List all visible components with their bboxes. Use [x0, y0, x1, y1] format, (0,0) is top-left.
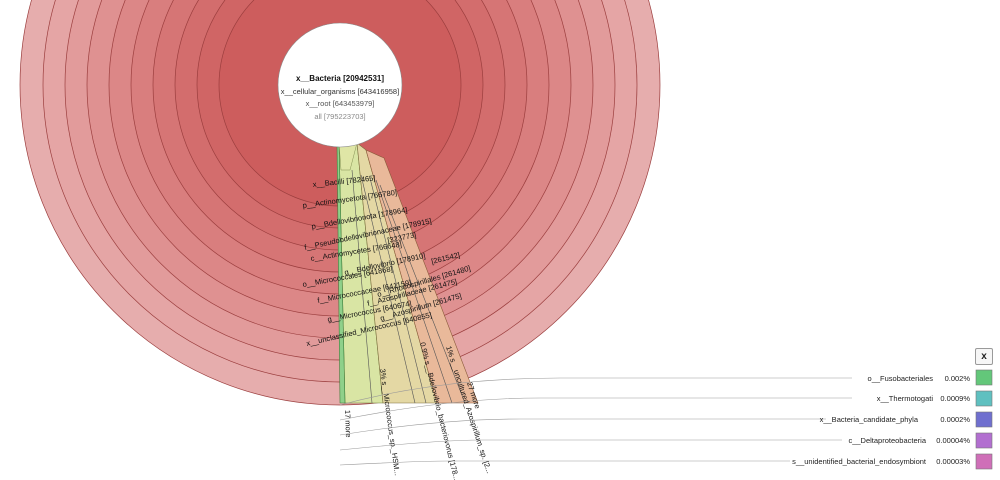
- spoke-line: [351, 169, 373, 404]
- center-line-cellular: x__cellular_organisms [643416958]: [281, 87, 399, 96]
- wedge-spokes: [351, 169, 466, 404]
- legend-swatch: [975, 390, 993, 407]
- legend-pct: 0.0009%: [940, 394, 970, 403]
- legend-item[interactable]: x__Thermotogati 0.0009%: [877, 390, 993, 407]
- legend-swatch: [975, 411, 993, 428]
- center-line-root: x__root [643453979]: [306, 99, 375, 108]
- spoke-line: [369, 177, 427, 404]
- spoke-line: [379, 184, 466, 404]
- spoke-line: [375, 179, 453, 404]
- center-title: x__Bacteria [20942531]: [296, 74, 384, 83]
- leader-line: [339, 460, 790, 466]
- wedge-azospirillum[interactable]: [365, 149, 479, 404]
- legend-swatch: [975, 369, 993, 386]
- leader-line: [339, 377, 852, 406]
- legend: o__Fusobacteriales 0.002% x__Thermotogat…: [792, 369, 993, 470]
- leader-line: [339, 397, 852, 421]
- spoke-line: [360, 174, 416, 404]
- center-hub[interactable]: x__Bacteria [20942531] x__cellular_organ…: [277, 22, 403, 148]
- legend-swatch: [975, 453, 993, 470]
- legend-name: c__Deltaproteobacteria: [848, 436, 926, 445]
- center-circle[interactable]: [277, 22, 403, 148]
- legend-swatch: [975, 432, 993, 449]
- legend-item[interactable]: c__Deltaproteobacteria 0.00004%: [848, 432, 993, 449]
- legend-pct: 0.00003%: [936, 457, 970, 466]
- legend-name: x__Bacteria_candidate_phyla: [820, 415, 919, 424]
- legend-leader-lines: [339, 377, 852, 466]
- legend-pct: 0.00004%: [936, 436, 970, 445]
- leader-line: [339, 418, 826, 436]
- label-17-more: 17 more: [343, 410, 353, 438]
- legend-item[interactable]: o__Fusobacteriales 0.002%: [868, 369, 993, 386]
- legend-item[interactable]: s__unidentified_bacterial_endosymbiont 0…: [792, 453, 993, 470]
- legend-pct: 0.0002%: [940, 415, 970, 424]
- leader-line: [339, 439, 842, 451]
- legend-item[interactable]: x__Bacteria_candidate_phyla 0.0002%: [820, 411, 993, 428]
- legend-name: x__Thermotogati: [877, 394, 934, 403]
- legend-pct: 0.002%: [945, 374, 971, 383]
- center-line-all: all [795223703]: [314, 112, 365, 121]
- legend-name: o__Fusobacteriales: [868, 374, 934, 383]
- legend-name: s__unidentified_bacterial_endosymbiont: [792, 457, 927, 466]
- legend-close-button[interactable]: x: [975, 348, 993, 365]
